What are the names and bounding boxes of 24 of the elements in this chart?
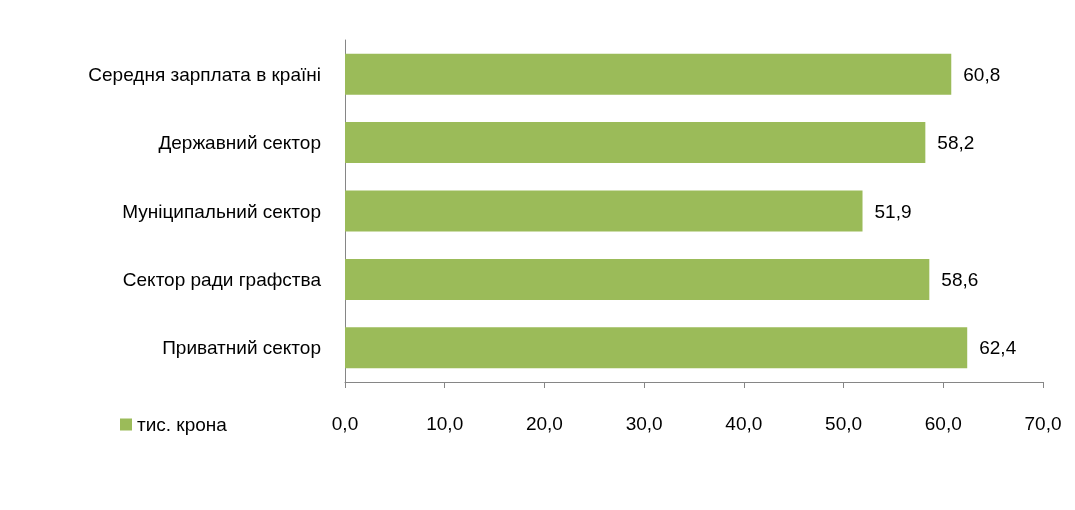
data-label: 62,4 bbox=[979, 337, 1017, 359]
x-tick-label: 30,0 bbox=[625, 413, 663, 434]
legend-label: тис. крона bbox=[137, 414, 228, 435]
data-label: 51,9 bbox=[874, 200, 912, 222]
bar bbox=[345, 122, 926, 164]
bar bbox=[345, 53, 952, 95]
bar bbox=[345, 258, 930, 300]
x-tick-label: 10,0 bbox=[426, 413, 464, 434]
data-label: 58,2 bbox=[937, 132, 975, 154]
x-tick-label: 40,0 bbox=[725, 413, 763, 434]
x-tick-label: 0,0 bbox=[331, 413, 359, 434]
x-tick-label: 60,0 bbox=[924, 413, 962, 434]
y-tick-label: Середня зарплата в країні bbox=[88, 63, 321, 85]
x-tick-label: 20,0 bbox=[525, 413, 563, 434]
y-tick-label: Муніципальний сектор bbox=[122, 200, 321, 222]
data-label: 60,8 bbox=[963, 63, 1001, 85]
data-label: 58,6 bbox=[941, 268, 979, 290]
y-tick-label: Сектор ради графства bbox=[122, 268, 322, 290]
x-tick-label: 70,0 bbox=[1024, 413, 1062, 434]
x-tick-label: 50,0 bbox=[825, 413, 863, 434]
y-tick-label: Приватний сектор bbox=[162, 337, 321, 359]
bar bbox=[345, 327, 968, 369]
bar bbox=[345, 190, 863, 232]
y-tick-label: Державний сектор bbox=[158, 132, 321, 154]
